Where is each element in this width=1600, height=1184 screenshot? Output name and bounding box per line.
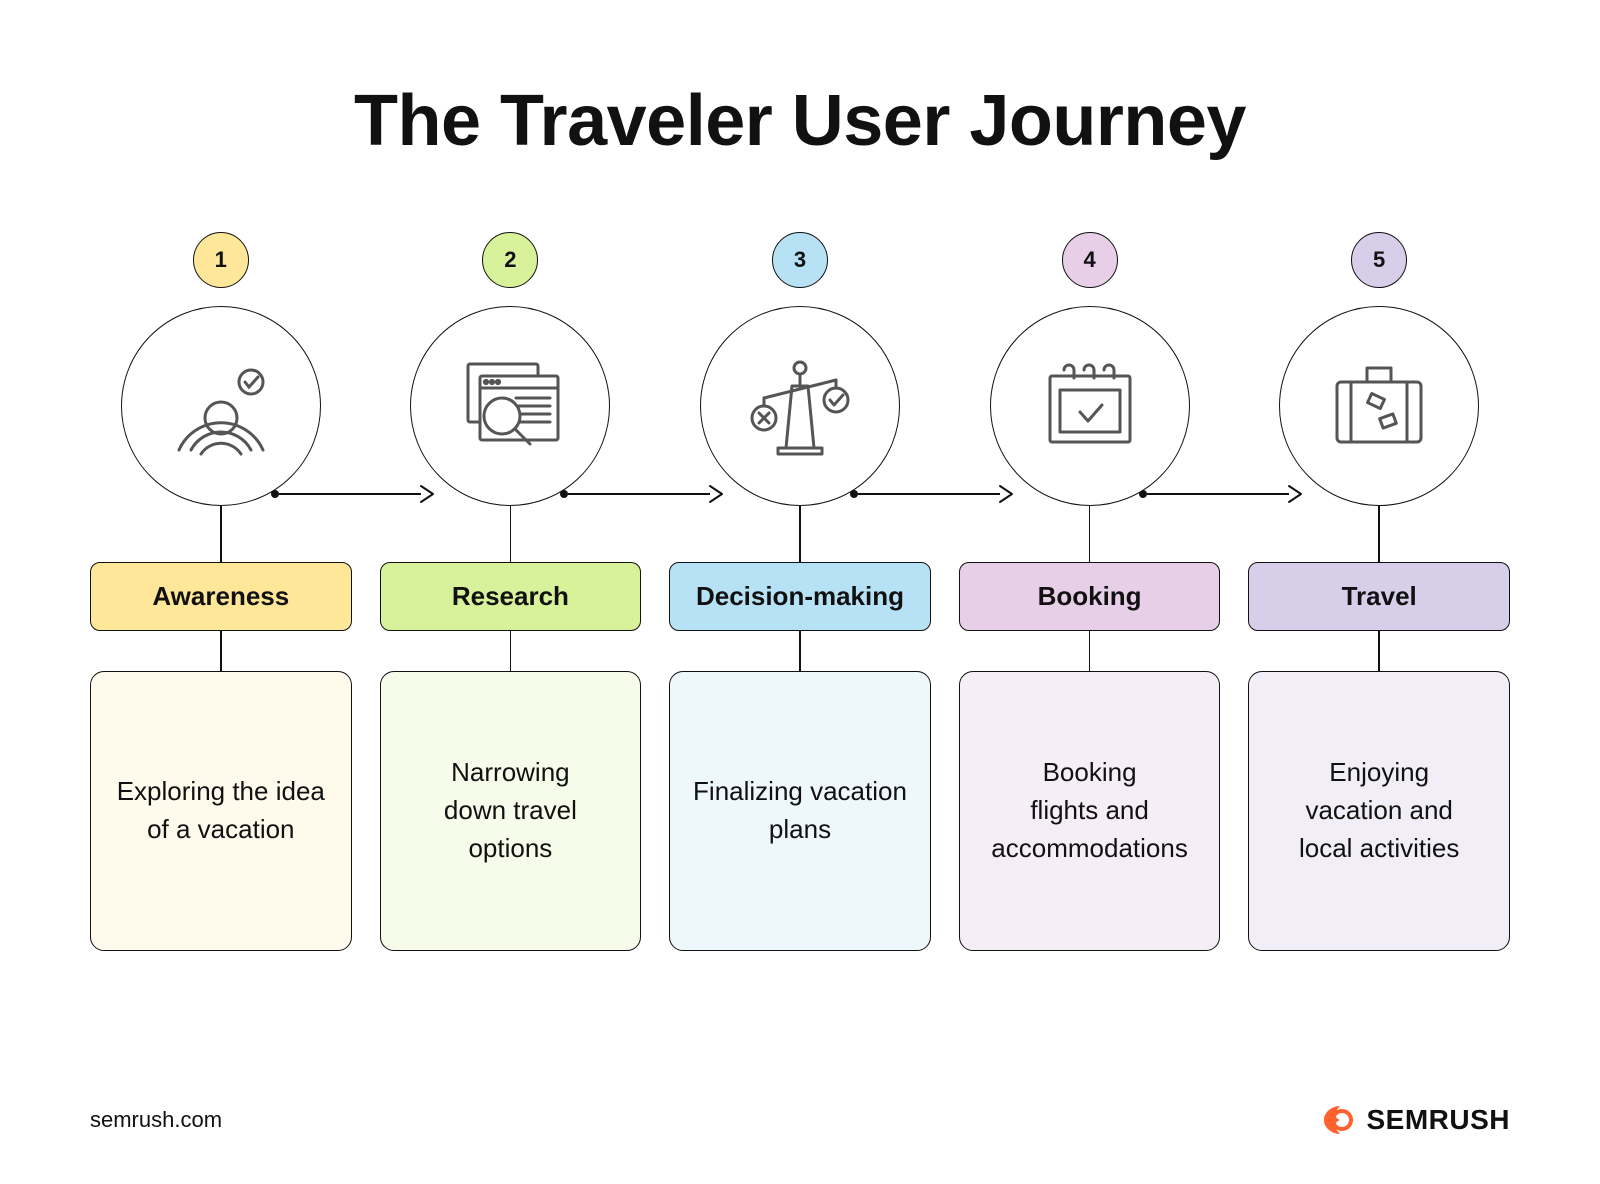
target-person-icon [121, 306, 321, 506]
connector-line [799, 631, 801, 671]
connector-line [799, 506, 801, 562]
stage-row: 1 Awareness Exploring the idea of a vacat… [90, 232, 1510, 951]
connector-line [1089, 631, 1091, 671]
stage-label: Research [380, 562, 642, 631]
step-number-badge: 1 [193, 232, 249, 288]
brand: SEMRUSH [1320, 1102, 1510, 1138]
brand-name: SEMRUSH [1366, 1104, 1510, 1136]
stage-description: Finalizing vacation plans [669, 671, 931, 951]
stage-description: Enjoying vacation and local activities [1248, 671, 1510, 951]
stage-label: Travel [1248, 562, 1510, 631]
scale-decision-icon [700, 306, 900, 506]
stage-description: Exploring the idea of a vacation [90, 671, 352, 951]
stage-label: Awareness [90, 562, 352, 631]
stage-label: Decision-making [669, 562, 931, 631]
stage-description: Narrowing down travel options [380, 671, 642, 951]
infographic-canvas: The Traveler User Journey 1 Awareness Exp… [0, 0, 1600, 1184]
stage-1: 1 Awareness Exploring the idea of a vacat… [90, 232, 352, 951]
stage-2: 2 Research Narrowing down travel options [380, 232, 642, 951]
calendar-check-icon [990, 306, 1190, 506]
stage-label: Booking [959, 562, 1221, 631]
suitcase-icon [1279, 306, 1479, 506]
connector-line [510, 631, 512, 671]
stage-description: Booking flights and accommodations [959, 671, 1221, 951]
page-title: The Traveler User Journey [90, 80, 1510, 162]
step-number-badge: 3 [772, 232, 828, 288]
brand-flame-icon [1320, 1102, 1356, 1138]
connector-line [1089, 506, 1091, 562]
footer: semrush.com SEMRUSH [90, 1102, 1510, 1138]
browser-search-icon [410, 306, 610, 506]
step-number-badge: 4 [1062, 232, 1118, 288]
connector-line [220, 506, 222, 562]
connector-line [1378, 506, 1380, 562]
step-number-badge: 5 [1351, 232, 1407, 288]
connector-line [1378, 631, 1380, 671]
step-number-badge: 2 [482, 232, 538, 288]
footer-url: semrush.com [90, 1107, 222, 1133]
stage-3: 3 Decision-making Finalizing vacation pla… [669, 232, 931, 951]
connector-line [220, 631, 222, 671]
stage-5: 5 Travel Enjoying vacation and local acti… [1248, 232, 1510, 951]
connector-line [510, 506, 512, 562]
stage-4: 4 Booking Booking flights and accommodati… [959, 232, 1221, 951]
